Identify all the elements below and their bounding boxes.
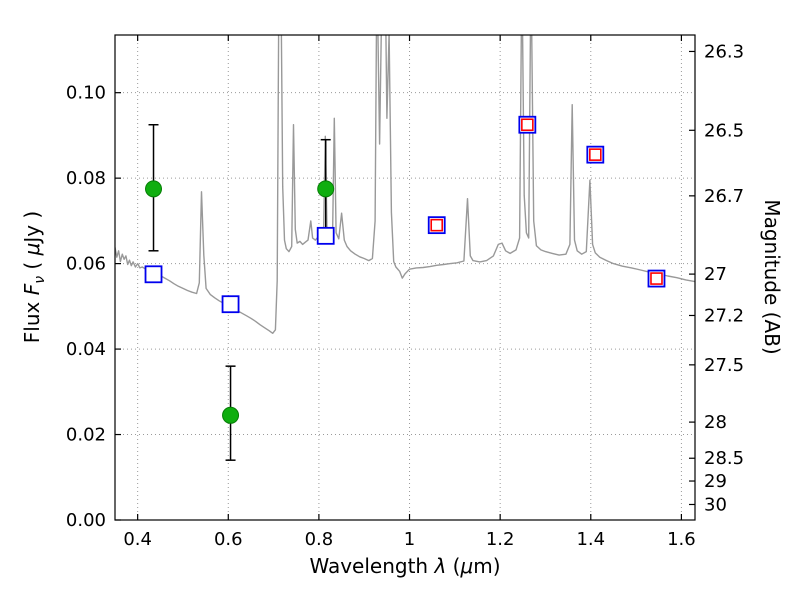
- model-photometry-inner-square: [589, 148, 602, 161]
- plot-frame: [114, 34, 696, 521]
- lambda-symbol: λ: [434, 554, 447, 578]
- y-axis-label-text: Flux: [20, 295, 44, 344]
- magnitude-tick-label: 28.5: [704, 448, 744, 469]
- y-axis-label-unit: Jy ): [20, 210, 44, 243]
- nu-subscript: ν: [32, 275, 48, 284]
- y-axis-label-paren: (: [20, 255, 44, 276]
- x-tick-label: 1.4: [576, 529, 605, 550]
- magnitude-tick-label: 28: [704, 412, 727, 433]
- model-photometry-square: [144, 265, 163, 284]
- model-photometry-square: [518, 115, 537, 134]
- y-axis-label: Flux Fν ( μJy ): [20, 211, 48, 343]
- magnitude-tick-label: 27: [704, 264, 727, 285]
- magnitude-tick-label: 27.5: [704, 355, 744, 376]
- y-tick-label: 0.06: [66, 254, 106, 275]
- model-photometry-square: [647, 269, 666, 288]
- x-axis-label: Wavelength λ (μm): [115, 554, 695, 578]
- observed-photometry-circle: [317, 180, 335, 198]
- magnitude-tick-label: 26.7: [704, 186, 744, 207]
- magnitude-tick-label: 30: [704, 494, 727, 515]
- model-photometry-inner-square: [521, 118, 534, 132]
- magnitude-tick-label: 26.3: [704, 41, 744, 62]
- mu-symbol: μ: [460, 554, 474, 578]
- magnitude-tick-label: 26.5: [704, 120, 744, 141]
- model-photometry-inner-square: [430, 218, 444, 232]
- x-tick-label: 1.6: [667, 529, 696, 550]
- y-tick-label: 0.00: [66, 510, 106, 531]
- magnitude-tick-label: 27.2: [704, 305, 744, 326]
- y-tick-label: 0.10: [66, 83, 106, 104]
- x-axis-label-paren: (: [446, 554, 461, 578]
- model-photometry-inner-square: [650, 272, 663, 285]
- magnitude-axis-label: Magnitude (AB): [760, 199, 784, 355]
- y-tick-label: 0.04: [66, 339, 106, 360]
- mu-symbol-y: μ: [20, 242, 44, 256]
- x-tick-label: 0.6: [214, 529, 243, 550]
- model-photometry-square: [586, 145, 605, 164]
- observed-photometry-circle: [145, 180, 163, 198]
- y-tick-label: 0.08: [66, 168, 106, 189]
- x-axis-label-unit: m): [473, 554, 501, 578]
- model-photometry-square: [316, 226, 335, 245]
- model-photometry-square: [221, 295, 240, 314]
- flux-symbol: F: [20, 283, 44, 296]
- x-tick-label: 0.4: [123, 529, 152, 550]
- x-tick-label: 0.8: [305, 529, 334, 550]
- y-tick-label: 0.02: [66, 425, 106, 446]
- x-tick-label: 1: [404, 529, 415, 550]
- x-tick-label: 1.2: [486, 529, 515, 550]
- model-photometry-square: [427, 216, 446, 235]
- observed-photometry-circle: [222, 406, 240, 424]
- magnitude-tick-label: 29: [704, 471, 727, 492]
- spectrum-line: [115, 35, 695, 334]
- x-axis-label-text: Wavelength: [309, 554, 435, 578]
